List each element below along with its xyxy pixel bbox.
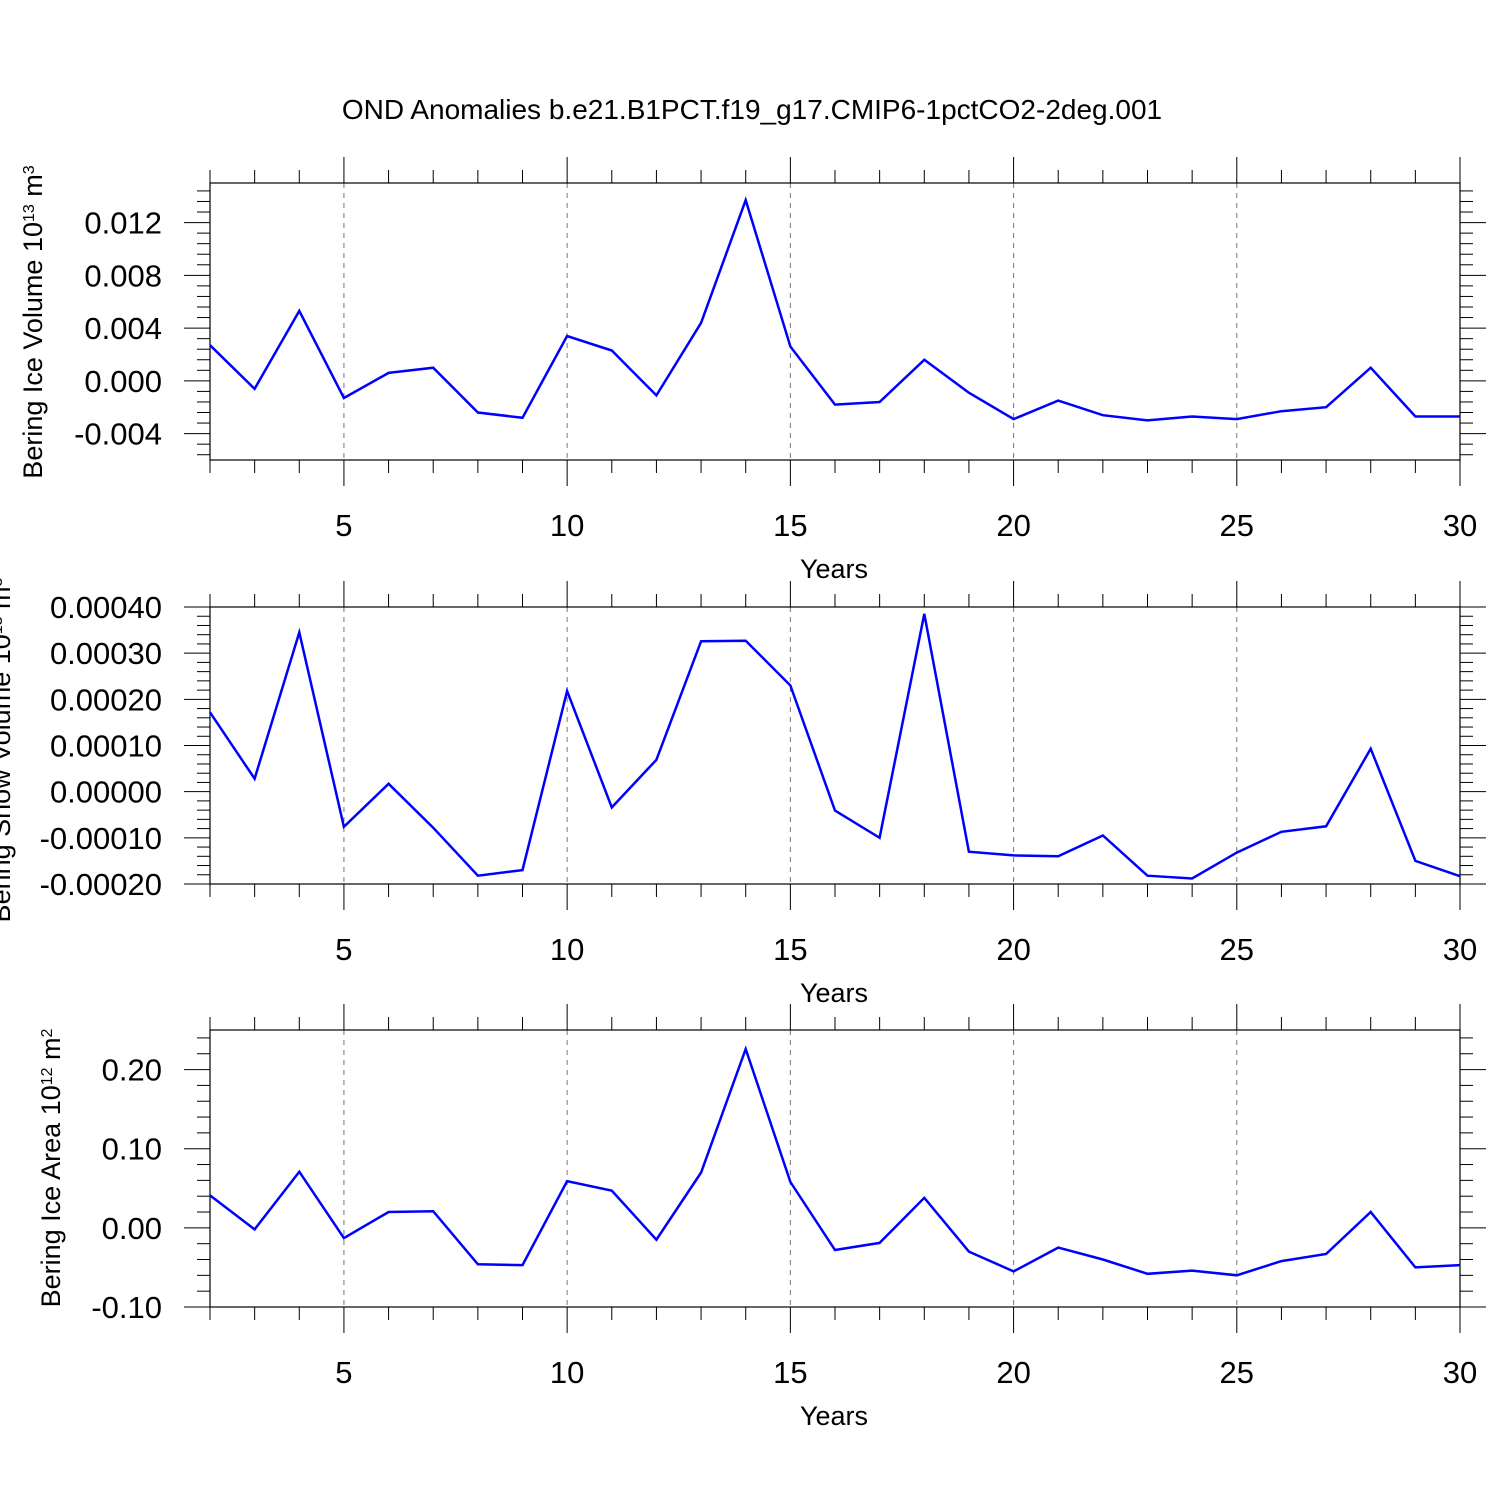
y-axis-title-part: Bering Ice Area 10 <box>36 1085 66 1307</box>
x-axis-title: Years <box>800 554 868 584</box>
y-axis-title-part: m <box>0 586 16 616</box>
y-tick-label: 0.00 <box>102 1211 162 1246</box>
y-tick-label: 0.00000 <box>50 775 162 810</box>
x-tick-label: 20 <box>996 508 1030 543</box>
x-tick-label: 15 <box>773 1355 807 1390</box>
y-axis-title-exponent: 12 <box>39 1067 56 1085</box>
plot-frame-2 <box>209 606 1461 885</box>
y-axis-title-part: Bering Ice Volume 10 <box>18 222 48 479</box>
x-axis-title: Years <box>800 1401 868 1431</box>
x-tick-label: 5 <box>335 1355 352 1390</box>
y-tick-label: 0.004 <box>84 311 162 346</box>
x-tick-label: 25 <box>1220 1355 1254 1390</box>
x-tick-label: 30 <box>1443 932 1477 967</box>
y-axis-title-exponent: 3 <box>0 577 6 586</box>
series-line-2 <box>208 613 1461 880</box>
y-tick-label: -0.00020 <box>40 867 162 902</box>
y-axis-title: Bering Snow Volume 1013 m3 <box>0 577 16 922</box>
x-tick-label: 20 <box>996 932 1030 967</box>
panel-2: 5 10 15 20 25 30 -0.00020 -0.00010 0.00000 0.0001… <box>0 577 1486 1008</box>
panel-1: 5 10 15 20 25 30 -0.004 0.000 0.004 0.008 0.012 Yea… <box>18 157 1486 584</box>
y-tick-label: 0.20 <box>102 1053 162 1088</box>
y-tick-label: 0.000 <box>84 364 162 399</box>
x-tick-label: 20 <box>996 1355 1030 1390</box>
y-tick-label: -0.10 <box>91 1290 162 1325</box>
y-axis-title-exponent: 13 <box>0 616 6 634</box>
x-tick-label: 15 <box>773 508 807 543</box>
y-tick-label: 0.012 <box>84 206 162 241</box>
x-tick-label: 30 <box>1443 1355 1477 1390</box>
x-tick-label: 10 <box>550 932 584 967</box>
y-tick-label: 0.00030 <box>50 636 162 671</box>
y-tick-label: 0.00010 <box>50 729 162 764</box>
x-tick-label: 10 <box>550 1355 584 1390</box>
x-tick-label: 15 <box>773 932 807 967</box>
x-tick-label: 5 <box>335 508 352 543</box>
series-line-1 <box>209 196 1460 422</box>
y-axis-title: Bering Ice Volume 1013 m3 <box>18 165 48 478</box>
y-axis-title-part: Bering Snow Volume 10 <box>0 634 16 922</box>
y-axis-title-part: m <box>18 174 48 204</box>
y-axis-title: Bering Ice Area 1012 m2 <box>36 1028 66 1307</box>
x-tick-label: 10 <box>550 508 584 543</box>
x-tick-label: 30 <box>1443 508 1477 543</box>
x-tick-label: 25 <box>1220 508 1254 543</box>
x-tick-label: 25 <box>1220 932 1254 967</box>
plot-frame-3 <box>209 1029 1461 1308</box>
y-axis-title-part: m <box>36 1037 66 1067</box>
y-tick-label: 0.00020 <box>50 682 162 717</box>
y-tick-label: -0.00010 <box>40 821 162 856</box>
x-axis-title: Years <box>800 978 868 1008</box>
y-tick-label: 0.10 <box>102 1132 162 1167</box>
plot-frame-1 <box>209 182 1461 461</box>
y-tick-label: 0.008 <box>84 258 162 293</box>
chart-title: OND Anomalies b.e21.B1PCT.f19_g17.CMIP6-… <box>342 94 1162 125</box>
y-axis-title-exponent: 2 <box>39 1028 56 1037</box>
y-tick-label: -0.004 <box>74 417 162 452</box>
y-axis-title-exponent: 3 <box>21 165 38 174</box>
series-line-3 <box>209 1045 1461 1277</box>
panel-3: 5 10 15 20 25 30 -0.10 0.00 0.10 0.20 Years Bering … <box>36 1004 1486 1431</box>
y-axis-title-exponent: 13 <box>21 204 38 222</box>
x-tick-label: 5 <box>335 932 352 967</box>
y-tick-label: 0.00040 <box>50 590 162 625</box>
